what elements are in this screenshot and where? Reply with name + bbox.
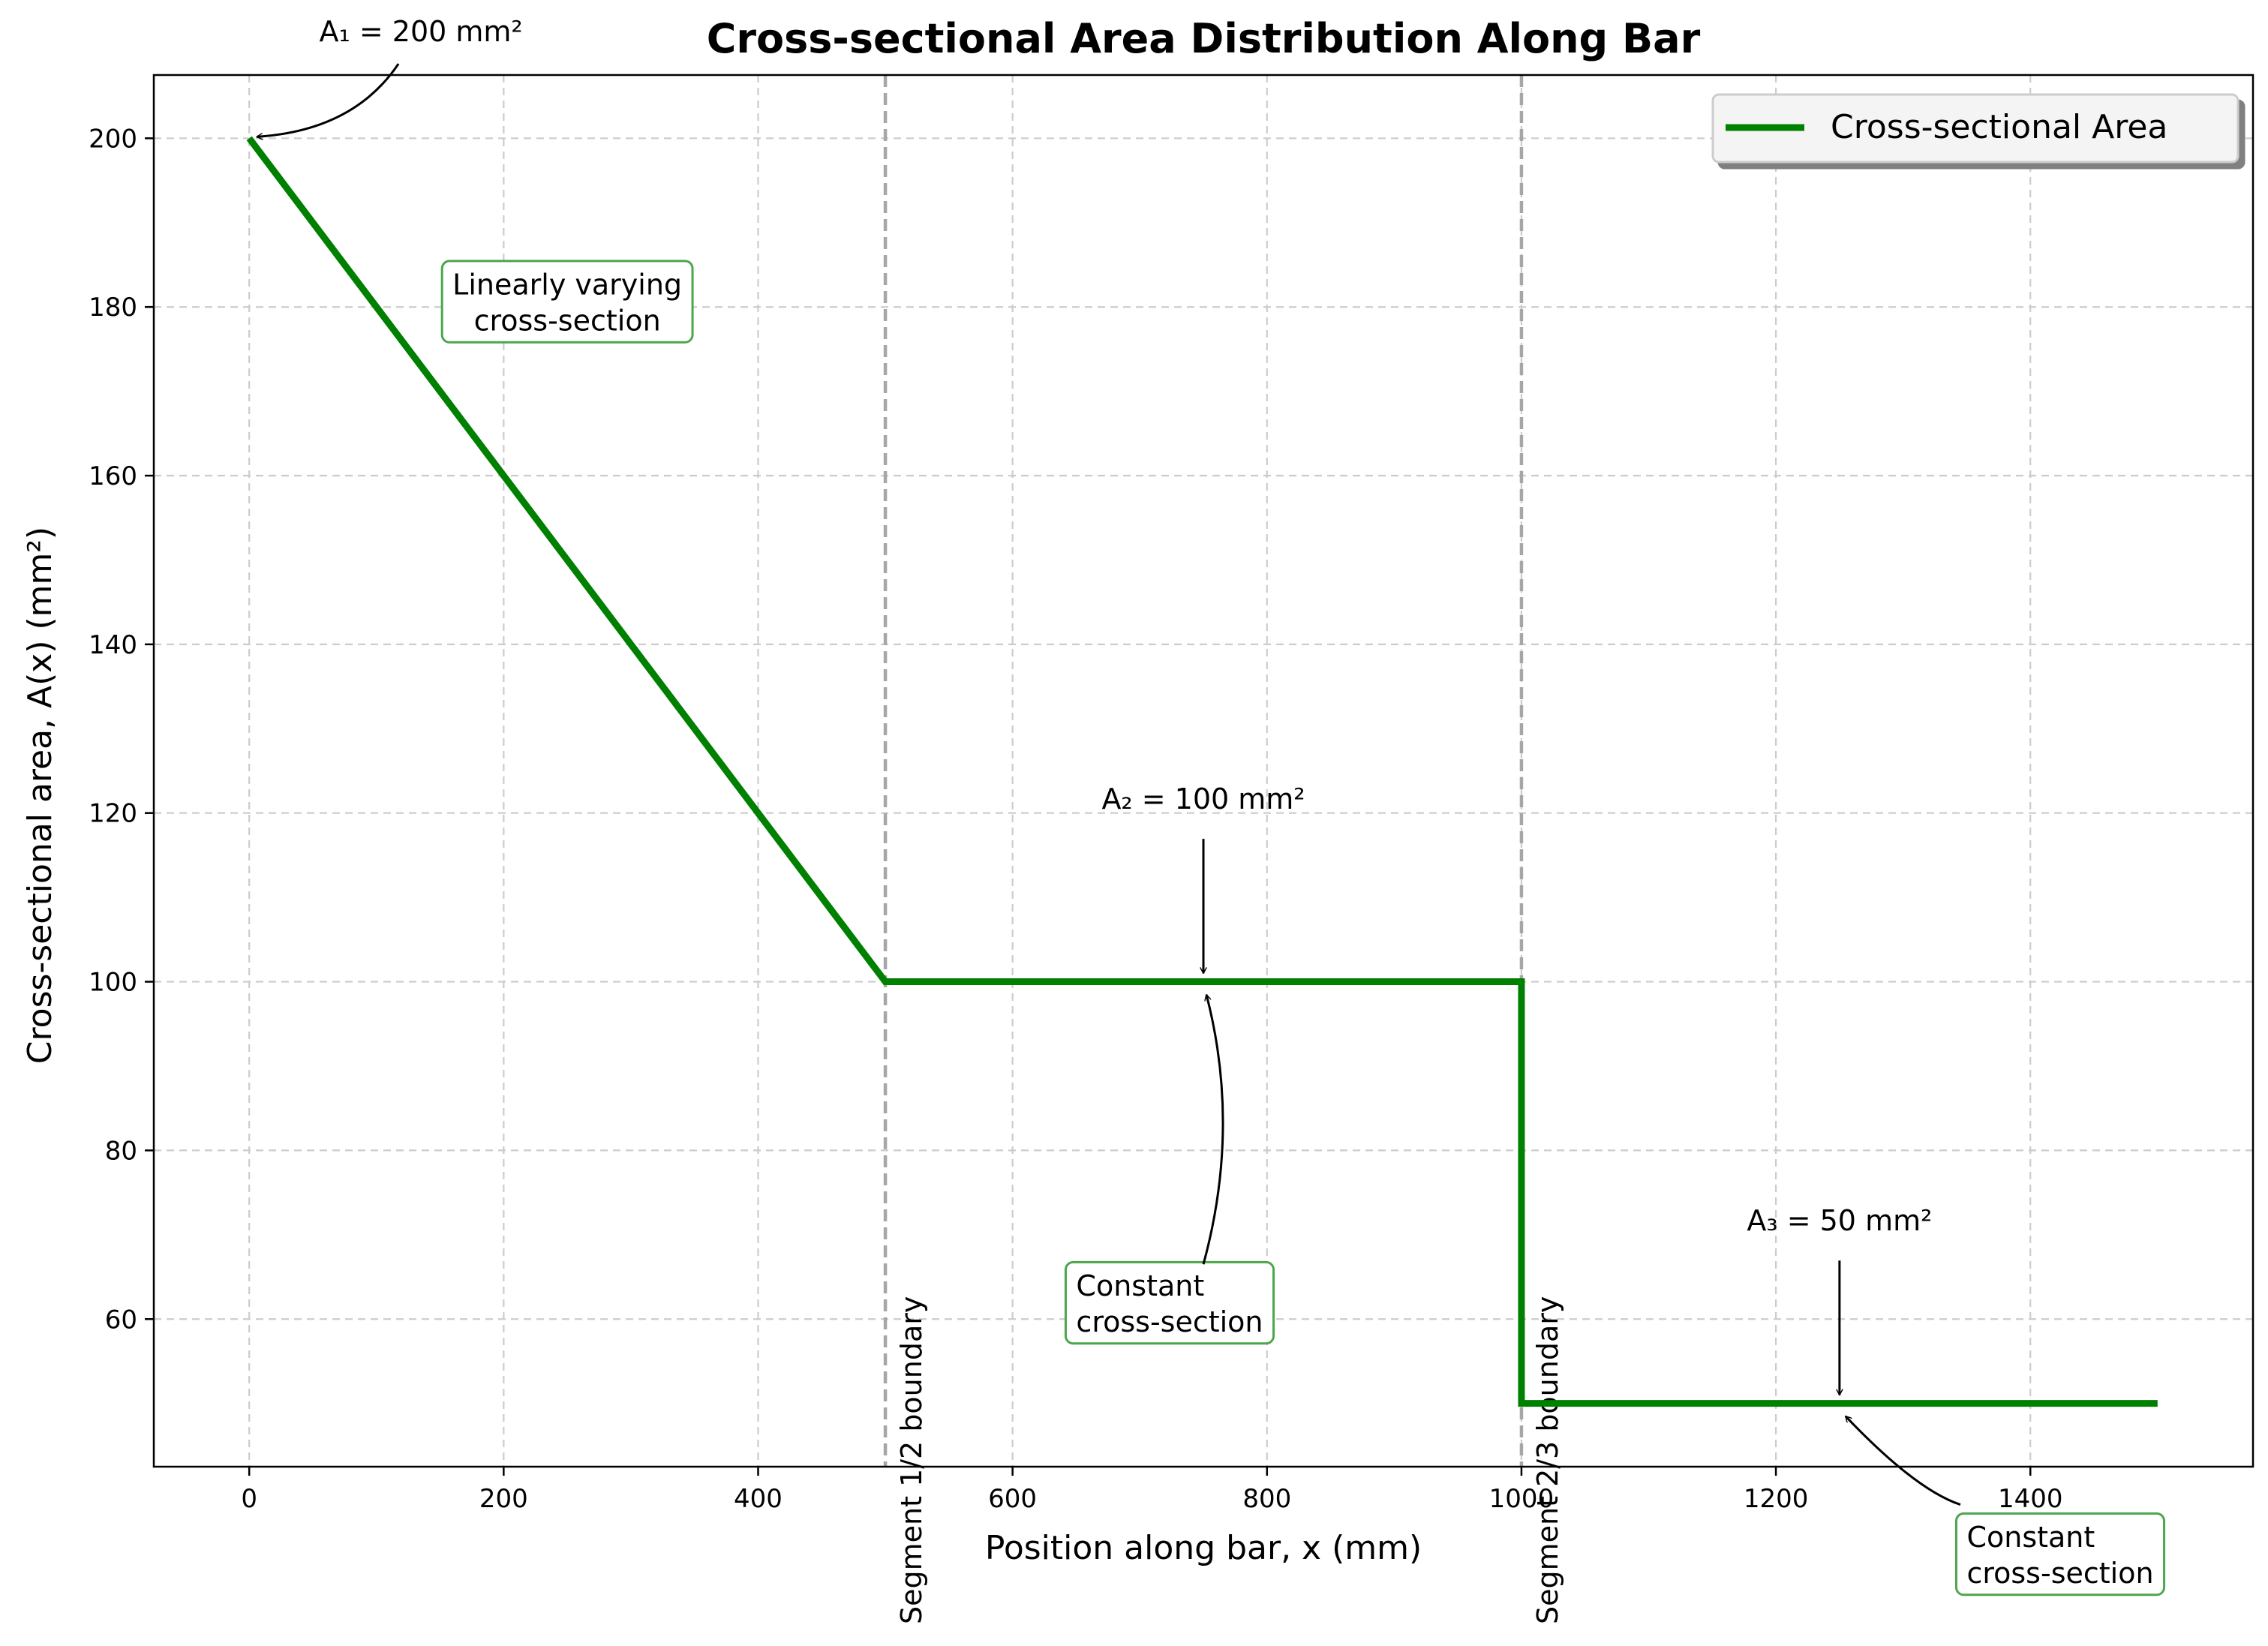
segment-boundary-label: Segment 1/2 boundary bbox=[895, 1296, 928, 1624]
callout-text: cross-section bbox=[1966, 1557, 2153, 1590]
callout-arrow bbox=[1844, 1416, 1961, 1506]
callout-text: cross-section bbox=[474, 304, 661, 337]
annotation-layer: A₁ = 200 mm² A₂ = 100 mm² A₃ = 50 mm² Linea… bbox=[257, 15, 2166, 1596]
y-tick-label: 120 bbox=[89, 799, 137, 829]
callout-box bbox=[1954, 1512, 2166, 1596]
y-tick-label: 100 bbox=[89, 968, 137, 998]
legend: Cross-sectional Area bbox=[1711, 93, 2239, 164]
callout-arrow bbox=[1202, 995, 1224, 1265]
chart-title: Cross-sectional Area Distribution Along … bbox=[707, 15, 1701, 62]
callout-text: Constant bbox=[1966, 1521, 2095, 1554]
x-tick-label: 400 bbox=[734, 1484, 783, 1514]
x-tick-label: 600 bbox=[988, 1484, 1037, 1514]
y-tick-label: 180 bbox=[89, 293, 137, 323]
value-annotation: A₃ = 50 mm² bbox=[1747, 1204, 1932, 1237]
x-axis-label: Position along bar, x (mm) bbox=[985, 1529, 1422, 1567]
x-tick-label: 200 bbox=[479, 1484, 528, 1514]
y-axis-label: Cross-sectional area, A(x) (mm²) bbox=[21, 527, 59, 1064]
callout-text: cross-section bbox=[1076, 1305, 1263, 1338]
segment-boundary-label: Segment 2/3 boundary bbox=[1531, 1296, 1564, 1624]
value-annotation: A₁ = 200 mm² bbox=[320, 15, 523, 48]
callout-box bbox=[1064, 1260, 1275, 1345]
y-tick-label: 160 bbox=[89, 461, 137, 491]
grid-layer bbox=[154, 75, 2253, 1467]
series-layer bbox=[246, 136, 2158, 1407]
y-tick-label: 200 bbox=[89, 124, 137, 154]
x-tick-label: 800 bbox=[1242, 1484, 1291, 1514]
x-tick-label: 1000 bbox=[1489, 1484, 1555, 1514]
axes-layer: 0 200 400 600 800 1000 1200 1400 60 80 100 120 140 16… bbox=[89, 74, 2254, 1514]
x-tick-label: 1400 bbox=[1998, 1484, 2063, 1514]
callout-box bbox=[440, 260, 694, 344]
x-tick-label: 1200 bbox=[1744, 1484, 1809, 1514]
series-line bbox=[246, 136, 2158, 1407]
plot-frame bbox=[152, 74, 2254, 1468]
legend-frame bbox=[1711, 93, 2239, 164]
x-tick-label: 0 bbox=[241, 1484, 257, 1514]
value-annotation: A₂ = 100 mm² bbox=[1101, 782, 1305, 815]
callout-text: Linearly varying bbox=[452, 268, 682, 301]
y-tick-label: 140 bbox=[89, 630, 137, 660]
callout-text: Constant bbox=[1076, 1269, 1204, 1302]
annotation-arrow bbox=[257, 63, 400, 137]
y-tick-label: 60 bbox=[105, 1305, 137, 1335]
legend-label: Cross-sectional Area bbox=[1831, 108, 2167, 146]
y-tick-label: 80 bbox=[105, 1136, 137, 1166]
